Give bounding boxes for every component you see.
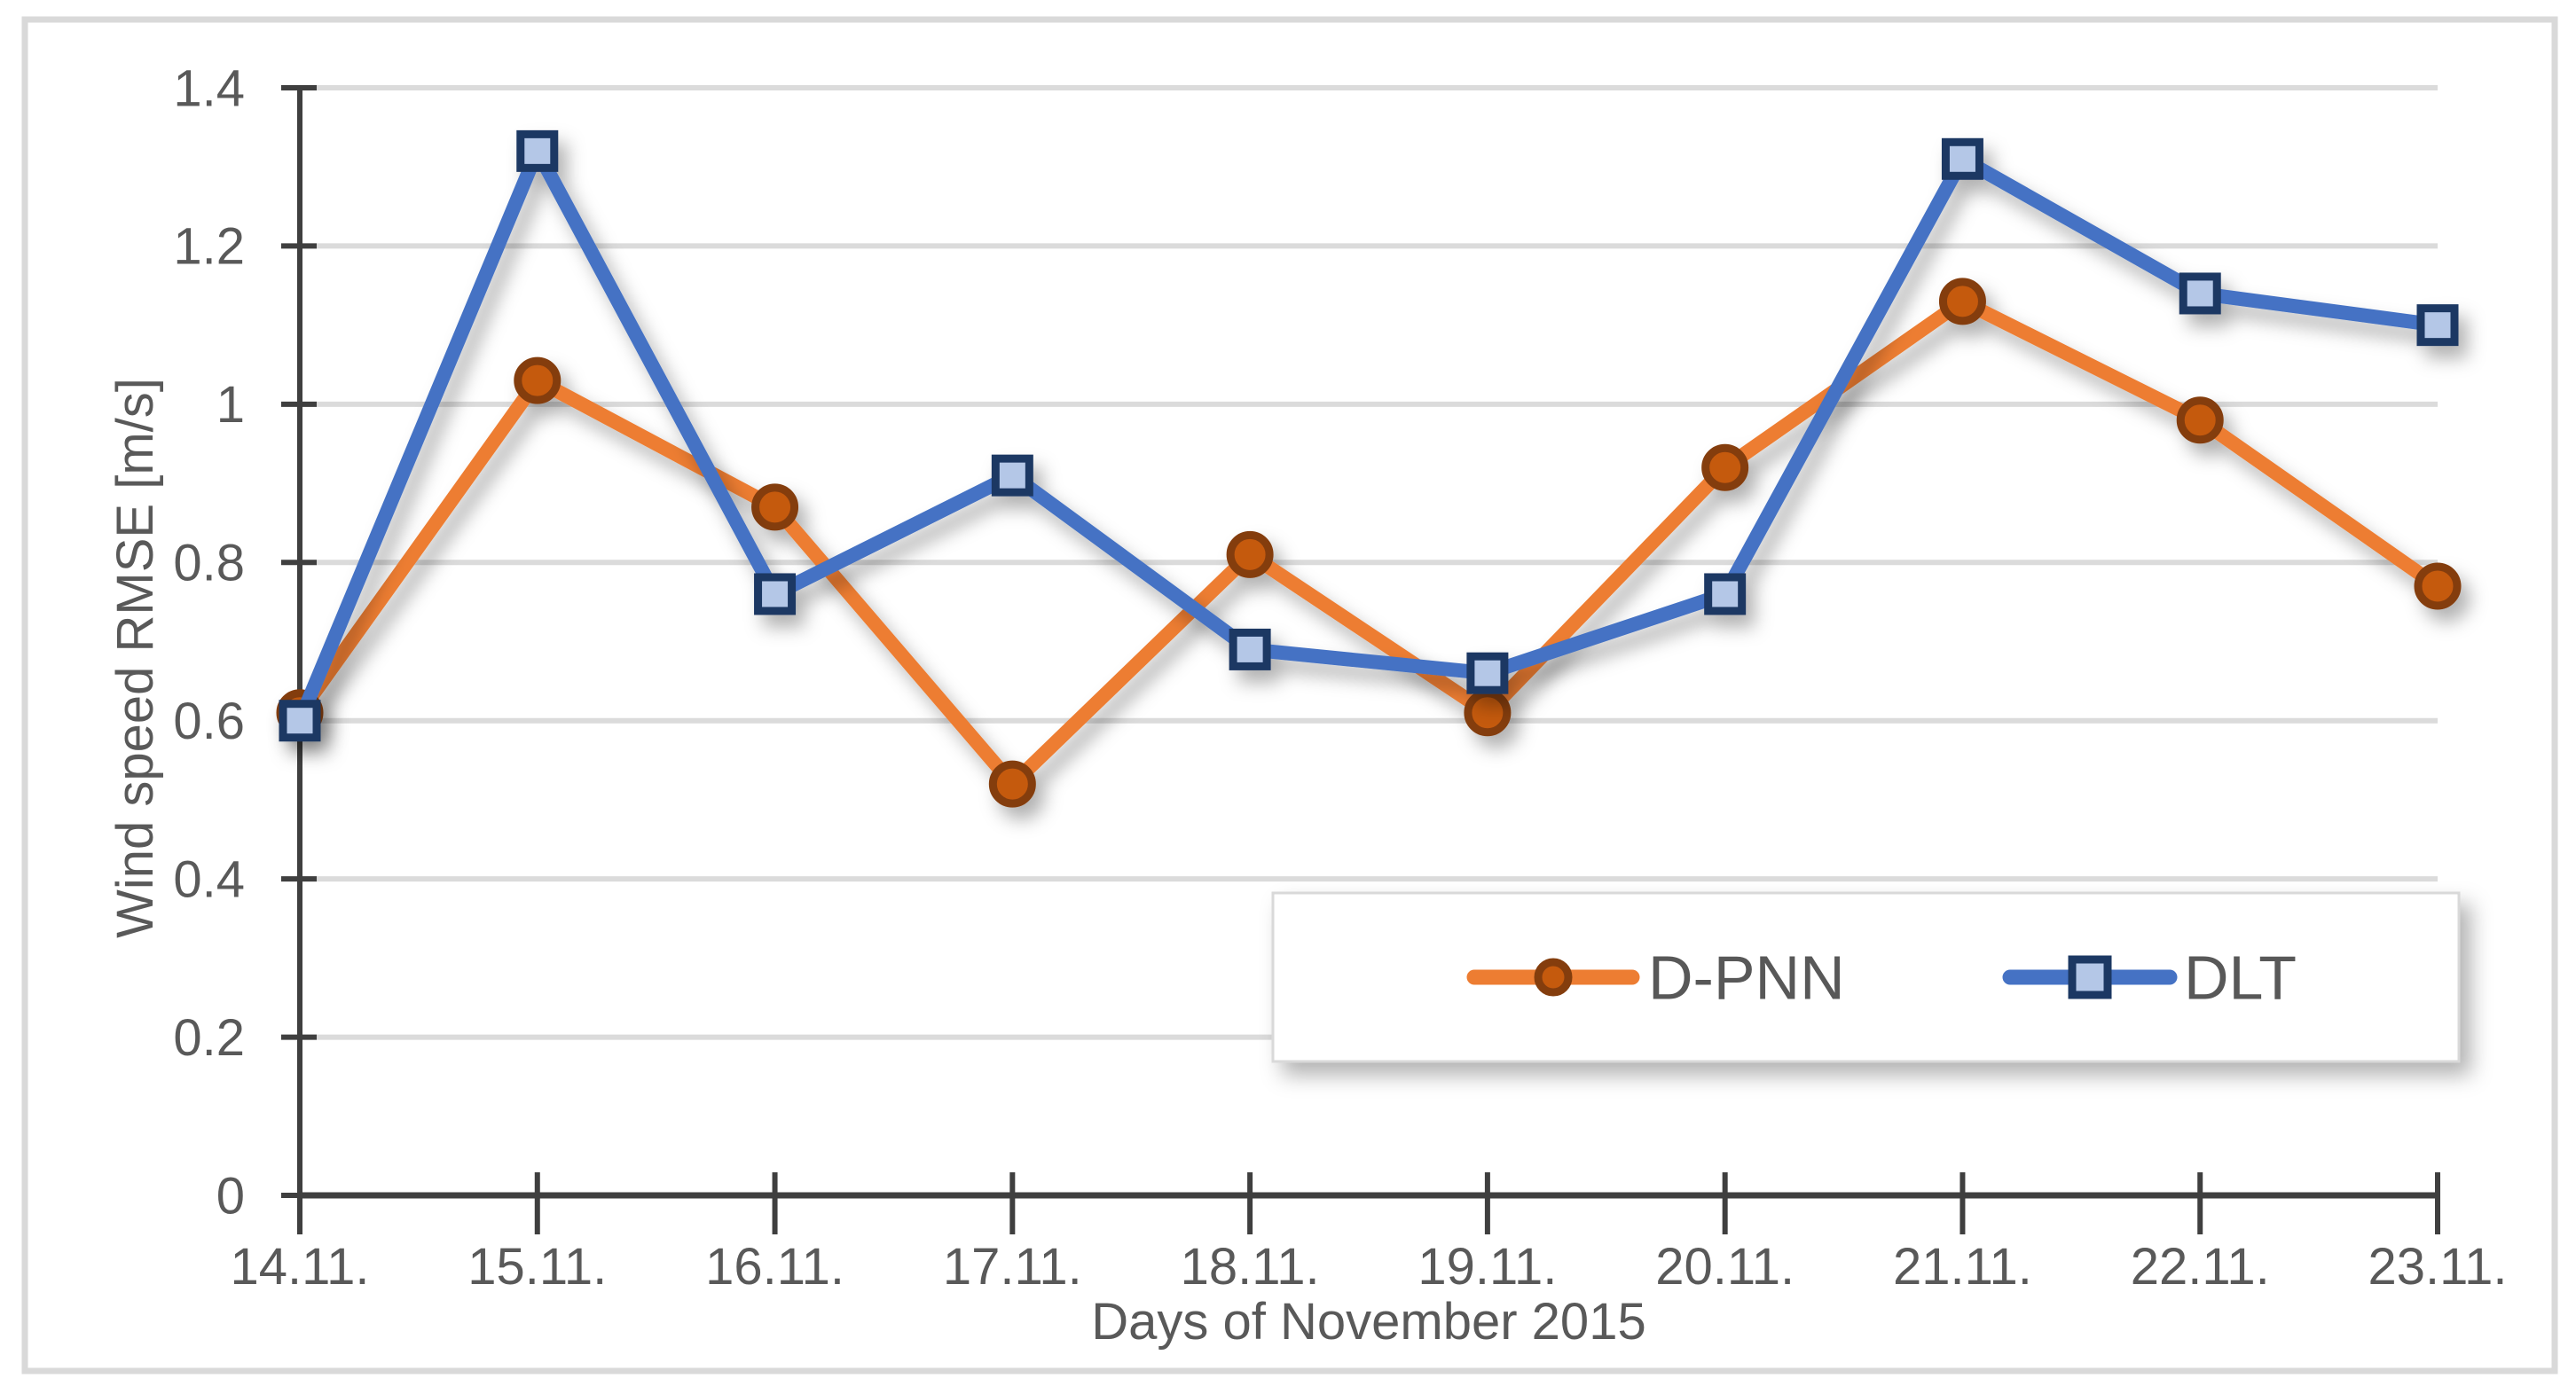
- gridlines: [300, 85, 2438, 1040]
- x-tick-label: 17.11.: [943, 1238, 1082, 1296]
- y-tick-label: 1.2: [173, 218, 245, 276]
- data-point-marker-dlt: [1466, 652, 1509, 694]
- y-tick-label: 1.4: [173, 59, 245, 117]
- data-point-marker-dlt: [754, 573, 797, 615]
- data-point-marker-dlt: [1704, 573, 1747, 615]
- y-tick-label: 0: [216, 1167, 245, 1225]
- x-tick-label: 15.11.: [467, 1238, 607, 1296]
- data-point-marker-dlt: [279, 700, 321, 742]
- data-point-marker-d-pnn: [2414, 562, 2462, 610]
- x-tick-label: 22.11.: [2131, 1238, 2270, 1296]
- y-tick-label: 0.8: [173, 535, 245, 592]
- data-point-marker-d-pnn: [1464, 689, 1512, 737]
- x-tick-label: 16.11.: [705, 1238, 844, 1296]
- data-point-marker-dlt: [516, 129, 559, 172]
- series-layer: [276, 129, 2462, 808]
- data-point-marker-dlt: [2416, 304, 2459, 347]
- x-tick-label: 18.11.: [1181, 1238, 1320, 1296]
- series-line-d-pnn: [293, 294, 2445, 792]
- data-point-marker-d-pnn: [751, 483, 799, 531]
- series-line-dlt: [293, 144, 2445, 728]
- data-point-marker-d-pnn: [2176, 396, 2224, 444]
- data-point-marker-d-pnn: [1226, 530, 1274, 578]
- data-point-marker-dlt: [1229, 628, 1271, 670]
- x-tick-label: 23.11.: [2368, 1238, 2508, 1296]
- data-point-marker-dlt: [991, 454, 1033, 497]
- legend-square-marker-icon: [2068, 955, 2112, 999]
- y-tick-label: 0.6: [173, 693, 245, 750]
- chart-frame: [21, 16, 2558, 1374]
- legend-label-d-pnn: D-PNN: [1648, 944, 1845, 1013]
- x-tick-label: 14.11.: [231, 1238, 370, 1296]
- data-point-marker-d-pnn: [514, 356, 562, 404]
- y-tick-label: 1: [216, 376, 245, 434]
- data-point-marker-dlt: [1941, 137, 1983, 180]
- y-axis-title: Wind speed RMSE [m/s]: [106, 378, 164, 938]
- x-tick-label: 21.11.: [1893, 1238, 2032, 1296]
- series-d-pnn: [276, 278, 2462, 808]
- data-point-marker-d-pnn: [1938, 278, 1986, 325]
- data-point-marker-dlt: [2179, 272, 2221, 315]
- x-axis-title: Days of November 2015: [1091, 1293, 1645, 1351]
- legend: D-PNN DLT: [1271, 891, 2461, 1063]
- x-tick-label: 19.11.: [1418, 1238, 1557, 1296]
- series-dlt: [279, 129, 2459, 742]
- legend-label-dlt: DLT: [2184, 944, 2297, 1013]
- tick-labels: 0 0.2 0.4 0.6 0.8 1 1.2 1.4 14.11. 15.11. 16.11. 17…: [173, 59, 2507, 1296]
- y-tick-label: 0.2: [173, 1009, 245, 1067]
- data-point-marker-d-pnn: [988, 760, 1036, 808]
- data-point-marker-d-pnn: [1701, 443, 1749, 491]
- y-tick-label: 0.4: [173, 850, 245, 908]
- legend-circle-marker-icon: [1534, 958, 1573, 997]
- x-tick-label: 20.11.: [1655, 1238, 1795, 1296]
